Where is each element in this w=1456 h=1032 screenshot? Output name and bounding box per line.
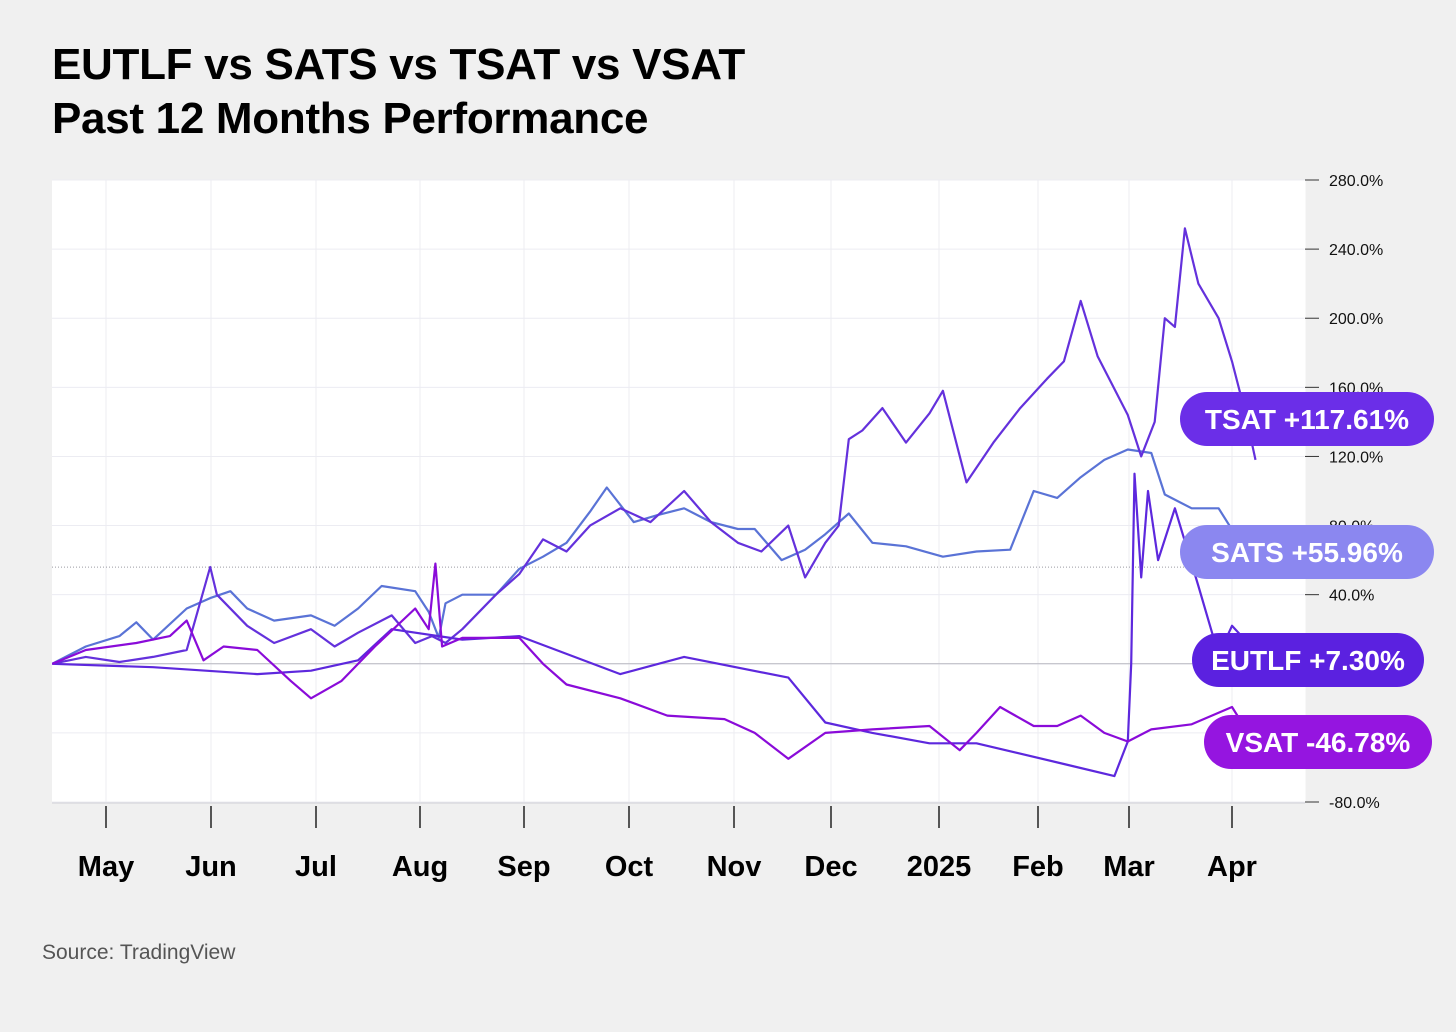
x-tick-label: May (78, 851, 134, 883)
y-tick-label: 120.0% (1329, 449, 1383, 466)
title-line-1: EUTLF vs SATS vs TSAT vs VSAT (52, 40, 746, 89)
x-tick-label: Feb (1012, 851, 1064, 883)
end-label-pill (1180, 392, 1434, 446)
source-note: Source: TradingView (42, 941, 236, 964)
end-label-pill (1192, 633, 1424, 687)
series-line-eutlf (52, 472, 1257, 778)
end-label-text: SATS +55.96% (1211, 537, 1403, 568)
end-label-eutlf: EUTLF +7.30% (1192, 633, 1424, 687)
x-tick-label: Apr (1207, 851, 1257, 883)
end-label-vsat: VSAT -46.78% (1204, 715, 1432, 769)
y-tick-label: 240.0% (1329, 242, 1383, 259)
x-tick-label: Sep (497, 851, 550, 883)
x-tick-label: Jun (185, 851, 237, 883)
title-line-2: Past 12 Months Performance (52, 94, 649, 143)
plot-area (52, 180, 1305, 802)
end-label-pill (1180, 525, 1434, 579)
y-tick-label: 40.0% (1329, 588, 1374, 605)
series-line-vsat (52, 562, 1257, 760)
end-label-tsat: TSAT +117.61% (1180, 392, 1434, 446)
x-tick-label: 2025 (907, 851, 972, 883)
x-tick-label: Aug (392, 851, 448, 883)
x-tick-label: Jul (295, 851, 337, 883)
end-label-text: EUTLF +7.30% (1211, 645, 1405, 676)
y-tick-label: 200.0% (1329, 311, 1383, 328)
chart-title: EUTLF vs SATS vs TSAT vs VSAT Past 12 Mo… (52, 38, 745, 146)
x-tick-label: Oct (605, 851, 654, 883)
x-tick-label: Mar (1103, 851, 1155, 883)
end-label-text: TSAT +117.61% (1205, 404, 1409, 435)
end-label-sats: SATS +55.96% (1180, 525, 1434, 579)
x-tick-label: Dec (804, 851, 857, 883)
end-label-text: VSAT -46.78% (1226, 727, 1411, 758)
y-tick-label: -80.0% (1329, 795, 1380, 812)
series-line-tsat (52, 227, 1257, 665)
end-label-pill (1204, 715, 1432, 769)
y-tick-label: 280.0% (1329, 173, 1383, 190)
x-tick-label: Nov (707, 851, 762, 883)
series-line-sats (52, 448, 1257, 665)
